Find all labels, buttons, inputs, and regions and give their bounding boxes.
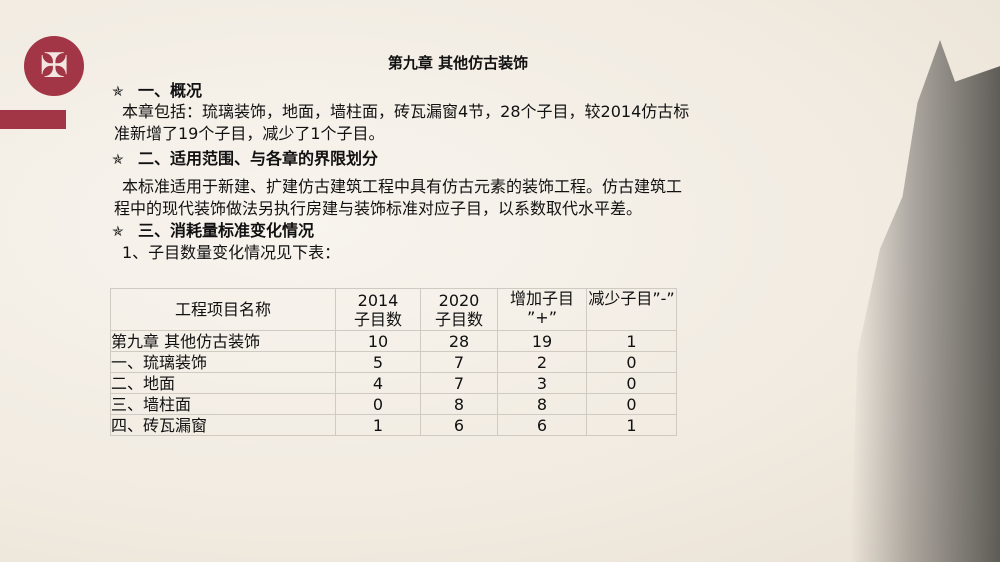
section-heading: ✯ 一、概况	[112, 80, 202, 103]
table-header-row: 工程项目名称 2014 子目数 2020 子目数 增加子目 ”+” 减少子目”-…	[110, 288, 677, 331]
table-cell: 1	[586, 414, 677, 436]
table-cell: 二、地面	[110, 372, 336, 394]
header-cell: 增加子目 ”+”	[497, 288, 587, 331]
table-cell: 四、砖瓦漏窗	[110, 414, 336, 436]
item-count-table: 工程项目名称 2014 子目数 2020 子目数 增加子目 ”+” 减少子目”-…	[110, 288, 677, 436]
section-heading: ✯ 二、适用范围、与各章的界限划分	[112, 148, 378, 171]
logo-seal: ✠	[24, 36, 84, 96]
table-cell: 三、墙柱面	[110, 393, 336, 415]
table-row: 四、砖瓦漏窗 1 6 6 1	[110, 414, 677, 436]
table-cell: 6	[420, 414, 498, 436]
table-row: 一、琉璃装饰 5 7 2 0	[110, 351, 677, 373]
slide-title: 第九章 其他仿古装饰	[387, 54, 529, 72]
table-cell: 第九章 其他仿古装饰	[110, 330, 336, 352]
table-cell: 10	[335, 330, 421, 352]
table-cell: 6	[497, 414, 587, 436]
section-heading: ✯ 三、消耗量标准变化情况	[112, 220, 314, 243]
table-cell: 一、琉璃装饰	[110, 351, 336, 373]
body-text: 程中的现代装饰做法另执行房建与装饰标准对应子目，以系数取代水平差。	[114, 199, 643, 218]
body-text: 本章包括：琉璃装饰，地面，墙柱面，砖瓦漏窗4节，28个子目，较2014仿古标	[122, 102, 690, 121]
body-text: 本标准适用于新建、扩建仿古建筑工程中具有仿古元素的装饰工程。仿古建筑工	[122, 177, 683, 196]
table-cell: 8	[497, 393, 587, 415]
table-cell: 2	[497, 351, 587, 373]
header-cell: 减少子目”-”	[586, 288, 677, 331]
star-icon: ✯	[112, 224, 124, 240]
table-row: 第九章 其他仿古装饰 10 28 19 1	[110, 330, 677, 352]
body-text: 1、子目数量变化情况见下表：	[122, 243, 341, 262]
table-cell: 0	[586, 372, 677, 394]
header-cell: 2020 子目数	[420, 288, 498, 331]
table-cell: 1	[586, 330, 677, 352]
table-cell: 19	[497, 330, 587, 352]
table-cell: 0	[335, 393, 421, 415]
table-row: 二、地面 4 7 3 0	[110, 372, 677, 394]
pagoda-background-image	[850, 40, 1000, 562]
table-cell: 4	[335, 372, 421, 394]
table-cell: 7	[420, 351, 498, 373]
table-cell: 0	[586, 351, 677, 373]
table-cell: 7	[420, 372, 498, 394]
accent-bar	[0, 110, 66, 129]
table-cell: 8	[420, 393, 498, 415]
table-cell: 0	[586, 393, 677, 415]
star-icon: ✯	[112, 84, 124, 100]
table-cell: 28	[420, 330, 498, 352]
star-icon: ✯	[112, 152, 124, 168]
header-cell: 2014 子目数	[335, 288, 421, 331]
header-cell: 工程项目名称	[110, 288, 336, 331]
table-cell: 1	[335, 414, 421, 436]
table-row: 三、墙柱面 0 8 8 0	[110, 393, 677, 415]
table-cell: 3	[497, 372, 587, 394]
table-cell: 5	[335, 351, 421, 373]
body-text: 准新增了19个子目，减少了1个子目。	[114, 124, 385, 143]
